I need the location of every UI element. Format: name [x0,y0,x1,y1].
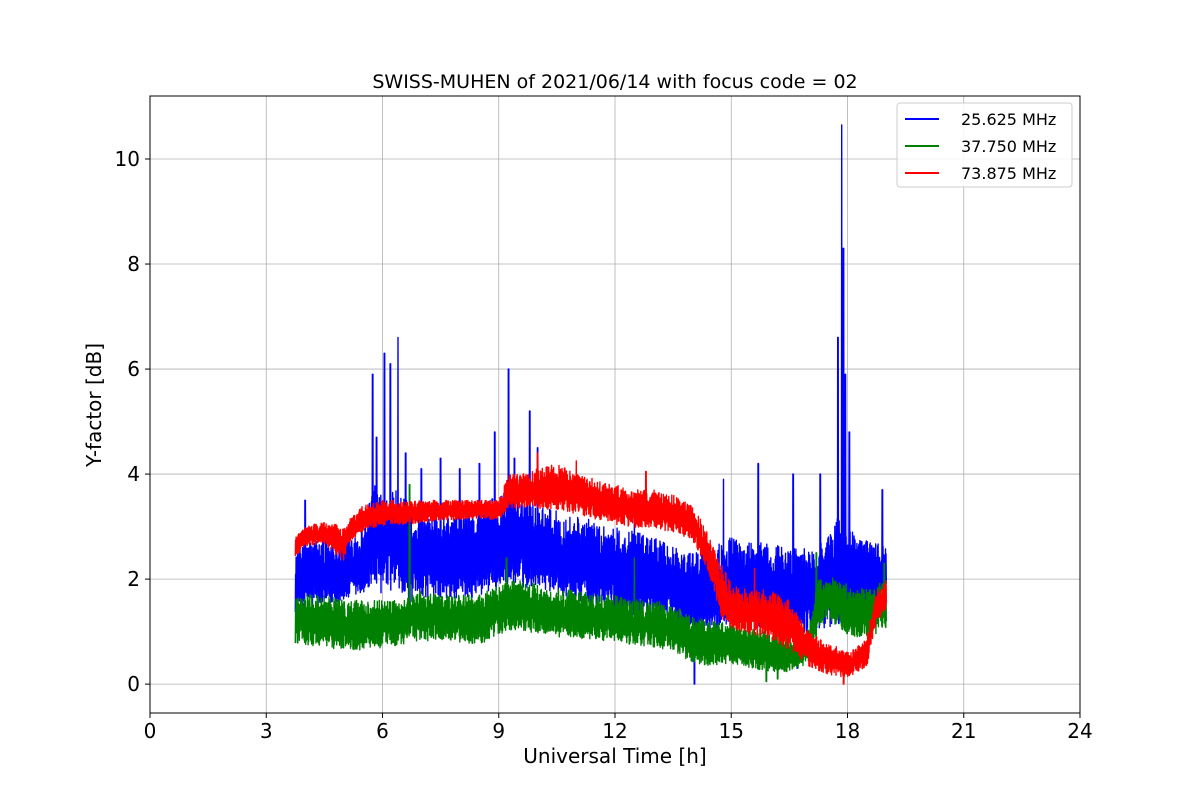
y-tick-label: 2 [127,567,140,591]
series-layer [294,124,887,685]
x-tick-label: 9 [492,719,505,743]
y-tick-label: 8 [127,252,140,276]
y-tick-label: 10 [115,147,140,171]
x-tick-label: 0 [144,719,157,743]
legend-label: 37.750 MHz [961,137,1056,156]
chart-title: SWISS-MUHEN of 2021/06/14 with focus cod… [372,71,857,93]
legend: 25.625 MHz 37.750 MHz 73.875 MHz [896,102,1073,188]
x-tick-label: 12 [602,719,627,743]
x-tick-label: 24 [1067,719,1092,743]
legend-box [896,102,1073,188]
y-tick-label: 6 [127,357,140,381]
series-line [294,452,887,685]
x-tick-label: 15 [719,719,744,743]
x-tick-label: 21 [951,719,976,743]
y-tick-label: 0 [127,672,140,696]
legend-label: 25.625 MHz [961,110,1056,129]
x-tick-label: 3 [260,719,273,743]
legend-label: 73.875 MHz [961,164,1056,183]
x-tick-label: 18 [835,719,860,743]
x-tick-label: 6 [376,719,389,743]
x-axis-label: Universal Time [h] [523,744,706,768]
series-line [294,483,887,683]
y-axis-label: Y-factor [dB] [82,343,106,468]
y-tick-label: 4 [127,462,140,486]
